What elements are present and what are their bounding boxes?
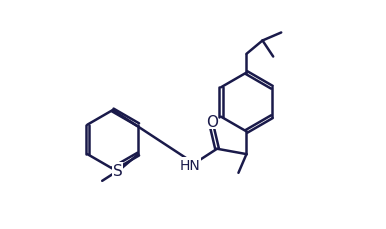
Text: O: O: [206, 114, 218, 129]
Text: HN: HN: [180, 158, 201, 172]
Text: S: S: [113, 163, 123, 178]
